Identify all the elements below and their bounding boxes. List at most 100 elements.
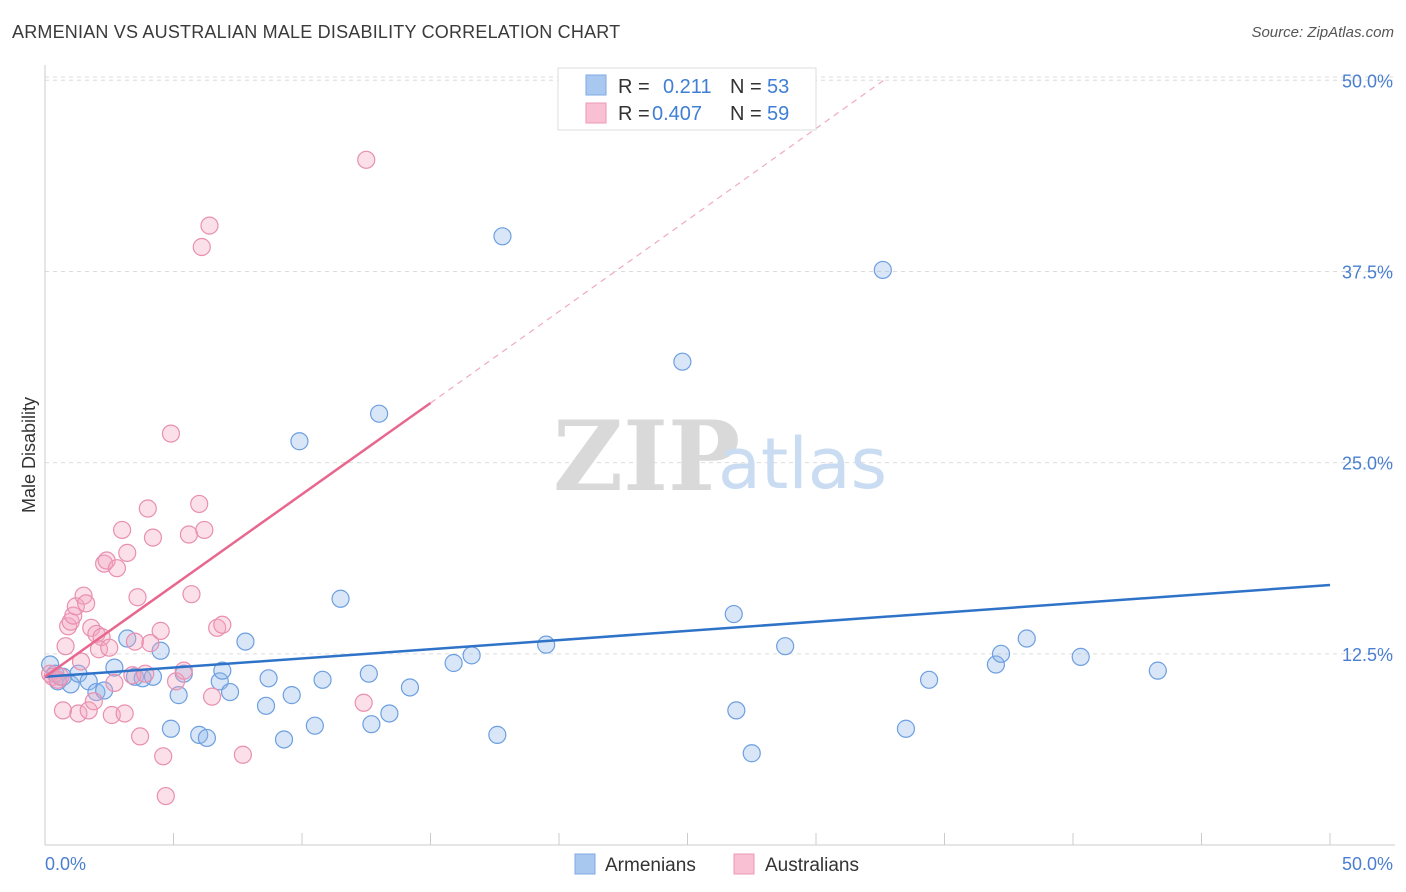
australians-point	[118, 543, 137, 562]
armenians-point	[305, 716, 324, 735]
armenians-point	[896, 719, 916, 738]
australians-point	[115, 704, 134, 723]
armenians-point	[274, 730, 294, 749]
australians-point	[233, 745, 252, 764]
armenians-point	[991, 644, 1011, 663]
armenians-point	[213, 661, 232, 680]
trend-lines	[44, 76, 1331, 679]
armenians-point	[776, 637, 795, 656]
legend-australians-r-value: 0.407	[652, 103, 702, 125]
australians-point	[354, 693, 373, 712]
australians-point	[200, 216, 219, 235]
legend-swatch-australians	[585, 102, 607, 124]
y-tick-label: 50.0%	[1342, 71, 1393, 91]
armenians-point	[290, 432, 309, 451]
australians-point	[141, 634, 160, 653]
armenians-point	[151, 641, 170, 660]
australians-point	[79, 701, 98, 720]
watermark-atlas: atlas	[718, 423, 887, 505]
armenians-point	[236, 632, 255, 651]
armenians-point	[331, 589, 350, 608]
australians-point	[161, 424, 181, 443]
australians-point	[202, 687, 222, 706]
armenians-point	[259, 669, 278, 688]
australians-point	[213, 615, 232, 634]
armenians-point	[724, 604, 743, 624]
australians-point	[71, 652, 91, 671]
legend-australians-r-label: R =	[618, 103, 650, 125]
australians-point	[190, 494, 209, 514]
armenians-point	[256, 696, 276, 715]
australians-trend-line	[44, 401, 432, 678]
armenians-point	[873, 260, 892, 280]
y-tick-label: 12.5%	[1342, 645, 1393, 665]
australians-point	[77, 594, 96, 613]
armenians-point	[169, 686, 188, 705]
source-label: Source: ZipAtlas.com	[1251, 24, 1394, 41]
armenians-point	[444, 653, 463, 673]
legend-armenians-r-value: 0.211	[663, 76, 712, 98]
australians-point	[192, 237, 211, 257]
armenians-point	[313, 670, 332, 689]
armenians-point	[362, 715, 381, 734]
australians-point	[107, 559, 127, 578]
legend-australians-n-label: N =	[730, 103, 762, 125]
australians-point	[138, 499, 157, 518]
australians-point	[97, 551, 116, 570]
australians-point	[156, 786, 175, 806]
legend-australians-n-value: 59	[767, 103, 789, 125]
bottom-legend-swatch-australians	[733, 853, 755, 875]
armenians-point	[1148, 661, 1167, 680]
armenians-point	[105, 658, 124, 677]
australians-point	[112, 520, 132, 540]
x-tick-labels: 0.0% 50.0%	[45, 854, 1393, 874]
armenians-point	[1017, 629, 1036, 648]
armenians-point	[359, 664, 378, 683]
australians-point	[151, 621, 170, 640]
australians-point	[357, 150, 376, 169]
australians-point	[56, 637, 75, 656]
australians-point	[208, 618, 227, 637]
australians-point	[105, 673, 124, 692]
bottom-legend-swatch-armenians	[574, 853, 596, 875]
grid-lines	[45, 76, 1395, 655]
armenians-point	[380, 704, 399, 723]
armenians-point	[493, 227, 512, 246]
armenians-points	[41, 227, 1167, 763]
y-tick-labels: 12.5% 25.0% 37.5% 50.0%	[1342, 71, 1393, 665]
armenians-point	[727, 701, 746, 720]
armenians-point	[161, 719, 181, 738]
y-tick-label: 37.5%	[1342, 262, 1393, 282]
australians-point	[69, 704, 88, 723]
armenians-point	[919, 670, 939, 689]
australians-point	[179, 525, 199, 544]
armenians-point	[220, 682, 240, 702]
australians-point	[154, 747, 173, 766]
australians-point	[128, 588, 147, 607]
armenians-point	[462, 646, 481, 665]
x-tick-label: 50.0%	[1342, 854, 1393, 874]
australians-point	[130, 727, 150, 746]
armenians-point	[1071, 647, 1090, 666]
legend-armenians-r-label: R =	[618, 76, 650, 98]
armenians-point	[488, 725, 507, 744]
chart-title: ARMENIAN VS AUSTRALIAN MALE DISABILITY C…	[12, 22, 621, 42]
bottom-legend: Armenians Australians	[574, 853, 859, 876]
armenians-trend-line	[44, 583, 1331, 679]
y-axis-label: Male Disability	[19, 397, 39, 513]
armenians-point	[986, 655, 1006, 674]
legend-armenians-n-value: 53	[767, 76, 789, 98]
australians-point	[53, 701, 73, 720]
armenians-point	[282, 686, 301, 705]
armenians-point	[673, 352, 692, 371]
australians-point	[174, 661, 193, 680]
watermark-zip: ZIP	[553, 400, 740, 513]
australians-point	[100, 638, 119, 657]
y-tick-label: 25.0%	[1342, 454, 1393, 474]
legend-swatch-armenians	[585, 74, 607, 96]
legend-armenians-n-label: N =	[730, 76, 762, 98]
x-tick-label: 0.0%	[45, 854, 86, 874]
australians-point	[143, 528, 163, 547]
australians-point	[195, 520, 214, 540]
